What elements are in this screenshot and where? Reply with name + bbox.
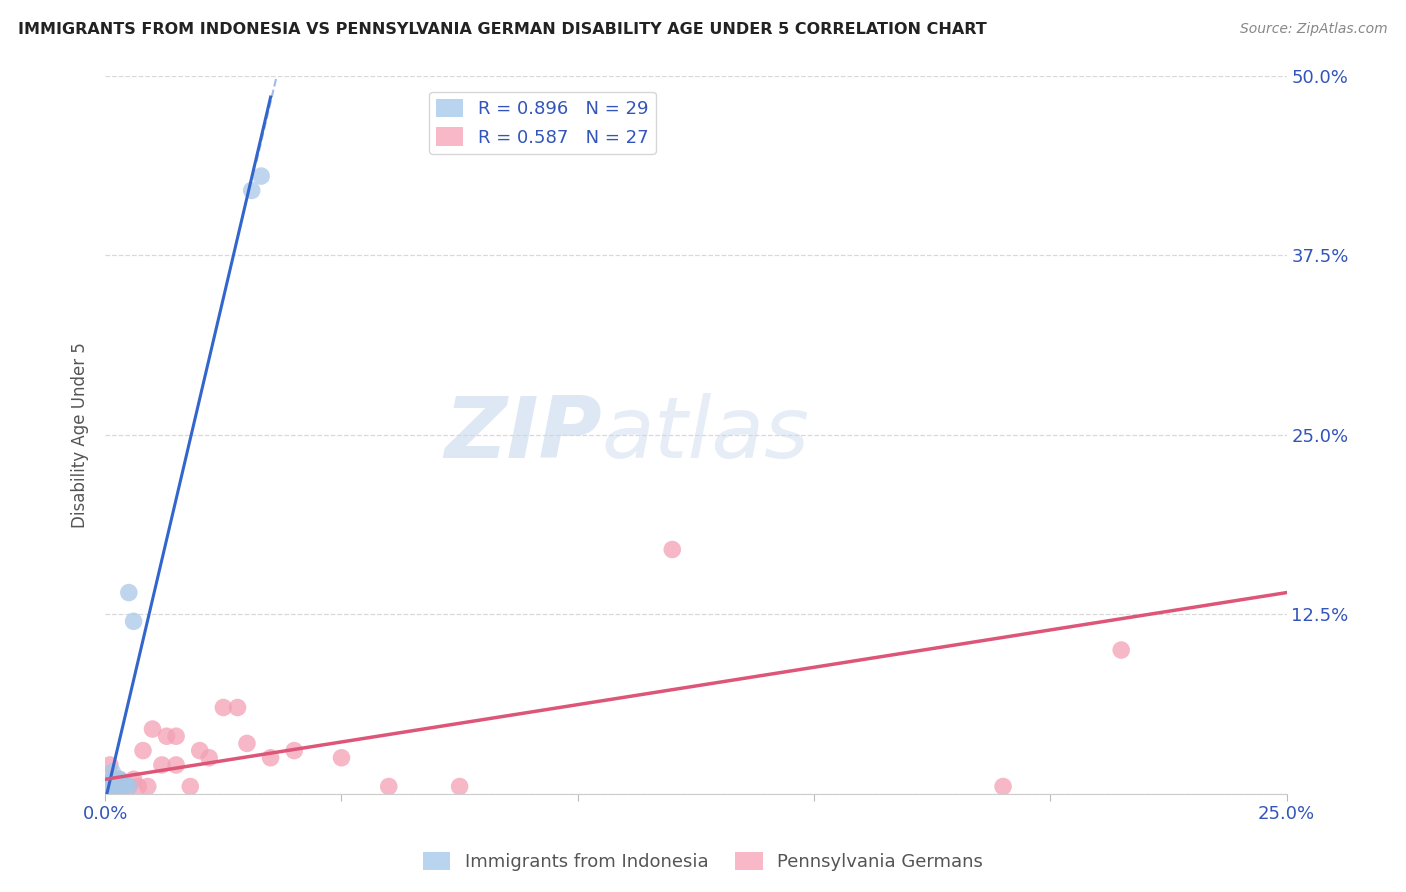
Point	[165, 729, 187, 743]
Point	[118, 585, 141, 599]
Point	[101, 765, 124, 780]
Point	[97, 780, 120, 795]
Legend: R = 0.896   N = 29, R = 0.587   N = 27: R = 0.896 N = 29, R = 0.587 N = 27	[429, 92, 655, 154]
Point	[108, 775, 131, 789]
Point	[377, 780, 399, 794]
Point	[188, 743, 211, 757]
Point	[449, 780, 471, 794]
Y-axis label: Disability Age Under 5: Disability Age Under 5	[72, 342, 89, 527]
Point	[97, 782, 120, 797]
Point	[108, 780, 131, 794]
Point	[198, 751, 221, 765]
Point	[165, 758, 187, 772]
Point	[179, 780, 201, 794]
Point	[156, 729, 179, 743]
Point	[97, 784, 120, 798]
Point	[98, 775, 121, 789]
Point	[100, 782, 122, 797]
Point	[104, 780, 127, 794]
Point	[112, 775, 135, 789]
Text: ZIP: ZIP	[444, 393, 602, 476]
Point	[250, 169, 273, 183]
Point	[136, 780, 159, 794]
Text: atlas: atlas	[602, 393, 810, 476]
Point	[96, 780, 118, 795]
Point	[1109, 643, 1132, 657]
Point	[101, 772, 124, 787]
Point	[240, 183, 263, 197]
Point	[98, 780, 121, 794]
Point	[108, 772, 131, 787]
Point	[150, 758, 173, 772]
Point	[991, 780, 1014, 794]
Point	[98, 758, 121, 772]
Point	[96, 780, 118, 794]
Point	[127, 780, 149, 794]
Point	[108, 772, 131, 787]
Point	[226, 700, 249, 714]
Point	[122, 772, 145, 787]
Point	[122, 615, 145, 629]
Point	[330, 751, 353, 765]
Point	[104, 780, 127, 794]
Point	[141, 722, 163, 736]
Text: IMMIGRANTS FROM INDONESIA VS PENNSYLVANIA GERMAN DISABILITY AGE UNDER 5 CORRELAT: IMMIGRANTS FROM INDONESIA VS PENNSYLVANI…	[18, 22, 987, 37]
Point	[104, 775, 127, 789]
Point	[104, 780, 127, 794]
Point	[105, 780, 128, 794]
Point	[104, 772, 127, 787]
Point	[661, 542, 683, 557]
Point	[118, 780, 141, 794]
Point	[112, 780, 135, 794]
Legend: Immigrants from Indonesia, Pennsylvania Germans: Immigrants from Indonesia, Pennsylvania …	[416, 845, 990, 879]
Point	[212, 700, 235, 714]
Point	[111, 780, 134, 794]
Point	[259, 751, 281, 765]
Point	[98, 784, 121, 798]
Point	[118, 780, 141, 794]
Point	[96, 782, 118, 797]
Point	[132, 743, 155, 757]
Point	[100, 780, 122, 794]
Point	[283, 743, 305, 757]
Text: Source: ZipAtlas.com: Source: ZipAtlas.com	[1240, 22, 1388, 37]
Point	[236, 736, 259, 750]
